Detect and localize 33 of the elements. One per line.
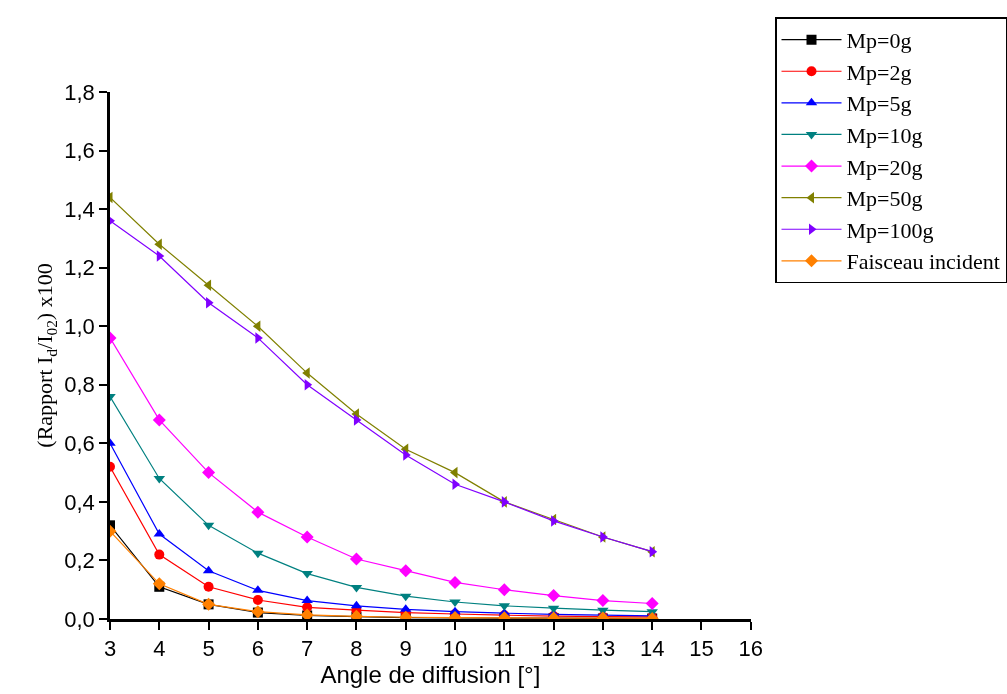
- y-tick-label: 0,0: [64, 606, 95, 632]
- y-tick-label: 1,6: [64, 138, 95, 164]
- x-tick-label: 5: [202, 636, 215, 662]
- x-tick-label: 3: [103, 636, 117, 662]
- legend-label: Mp=100g: [846, 217, 934, 243]
- x-tick-label: 13: [590, 636, 616, 662]
- x-tick-label: 12: [541, 636, 566, 662]
- x-tick-label: 8: [350, 636, 363, 662]
- x-tick-label: 11: [492, 636, 516, 662]
- legend-label: Mp=5g: [846, 91, 912, 117]
- x-tick-label: 10: [442, 636, 468, 662]
- x-tick-label: 7: [301, 636, 314, 662]
- x-tick-label: 6: [251, 636, 264, 662]
- x-axis-title: Angle de diffusion [°]: [320, 661, 541, 689]
- y-tick-label: 1,8: [64, 79, 95, 105]
- legend-label: Mp=50g: [846, 186, 923, 212]
- x-tick-label: 9: [399, 636, 412, 662]
- x-tick-label: 14: [639, 636, 665, 662]
- legend-label: Faisceau incident: [846, 249, 1000, 275]
- y-tick-label: 0,8: [64, 372, 95, 398]
- y-tick-label: 1,2: [64, 255, 95, 281]
- legend-label: Mp=10g: [846, 123, 923, 149]
- y-tick-label: 1,4: [64, 196, 95, 222]
- x-tick-label: 15: [689, 636, 714, 662]
- legend-label: Mp=2g: [846, 59, 912, 85]
- y-tick-label: 0,6: [64, 431, 95, 457]
- x-tick-label: 4: [153, 636, 166, 662]
- legend-label: Mp=20g: [846, 154, 923, 180]
- legend-label: Mp=0g: [846, 28, 912, 54]
- y-tick-label: 1,0: [64, 313, 95, 339]
- y-tick-label: 0,4: [64, 489, 95, 515]
- x-tick-label: 16: [738, 636, 763, 662]
- y-tick-label: 0,2: [64, 548, 95, 574]
